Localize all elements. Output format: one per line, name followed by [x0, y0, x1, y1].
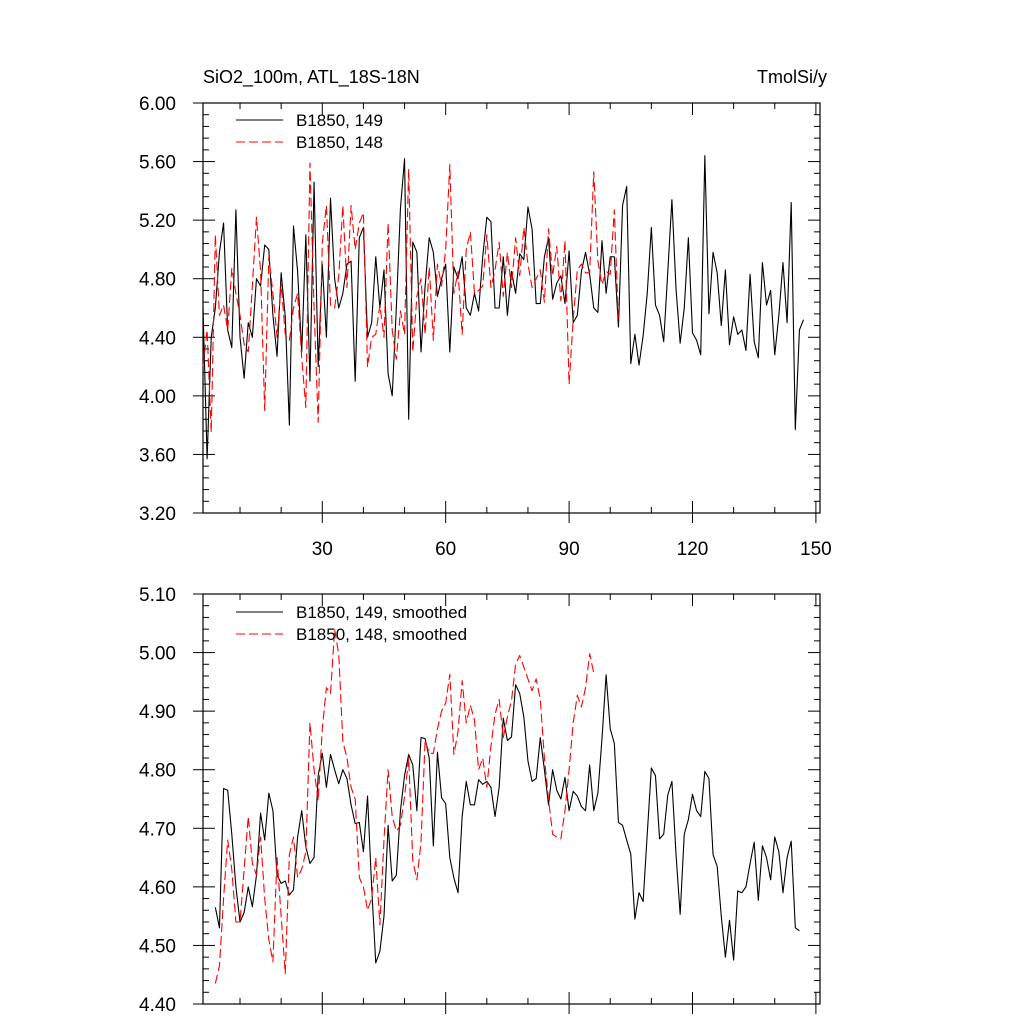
top-ytick-label: 3.20	[139, 504, 176, 525]
top-chart-panel: SiO2_100m, ATL_18S-18N TmolSi/y 30 60 90 12…	[139, 67, 832, 560]
bottom-ytick-label: 4.50	[139, 936, 176, 957]
bottom-ytick-label: 4.40	[139, 995, 176, 1016]
bottom-plot-frame	[202, 593, 821, 1005]
bottom-tick-labels: 4.40 4.50 4.60 4.70 4.80 4.90 5.00 5.10	[139, 585, 176, 1016]
top-xtick-label: 90	[559, 539, 580, 560]
bottom-ytick-label: 4.90	[139, 702, 176, 723]
top-series-1-line	[202, 155, 805, 460]
top-axis-ticks	[193, 102, 820, 523]
top-ytick-label: 6.00	[139, 94, 176, 115]
top-ytick-label: 4.00	[139, 387, 176, 408]
top-legend-label-2: B1850, 148	[296, 133, 383, 152]
top-ytick-label: 5.60	[139, 153, 176, 174]
bottom-legend-label-2: B1850, 148, smoothed	[296, 625, 467, 644]
top-ytick-label: 4.40	[139, 328, 176, 349]
bottom-ytick-label: 5.00	[139, 644, 176, 665]
top-xtick-label: 150	[800, 539, 832, 560]
bottom-chart-panel: 4.40 4.50 4.60 4.70 4.80 4.90 5.00 5.10 B1850, …	[139, 585, 821, 1016]
top-xtick-label: 30	[312, 539, 333, 560]
bottom-series-1-line	[214, 674, 800, 964]
top-series-2-line	[202, 162, 619, 434]
top-legend-label-1: B1850, 149	[296, 111, 383, 130]
top-chart-title: SiO2_100m, ATL_18S-18N	[203, 67, 420, 88]
bottom-legend: B1850, 149, smoothed B1850, 148, smoothed	[236, 603, 467, 644]
bottom-ytick-label: 4.60	[139, 878, 176, 899]
bottom-axis-ticks	[193, 593, 820, 1014]
bottom-ytick-label: 4.80	[139, 761, 176, 782]
top-series-group	[202, 155, 805, 460]
top-ytick-label: 5.20	[139, 211, 176, 232]
top-xtick-label: 60	[435, 539, 456, 560]
top-xtick-label: 120	[677, 539, 709, 560]
bottom-legend-label-1: B1850, 149, smoothed	[296, 603, 467, 622]
bottom-series-group	[214, 628, 800, 984]
bottom-ytick-label: 5.10	[139, 585, 176, 606]
top-ytick-label: 4.80	[139, 270, 176, 291]
top-ytick-label: 3.60	[139, 445, 176, 466]
top-legend: B1850, 149 B1850, 148	[236, 111, 383, 152]
bottom-ytick-label: 4.70	[139, 819, 176, 840]
bottom-series-2-line	[214, 628, 595, 984]
top-tick-labels: 30 60 90 120 150 3.20 3.60 4.00 4.40 4.80 5.20 5.60…	[139, 94, 832, 560]
top-chart-units: TmolSi/y	[757, 67, 827, 87]
